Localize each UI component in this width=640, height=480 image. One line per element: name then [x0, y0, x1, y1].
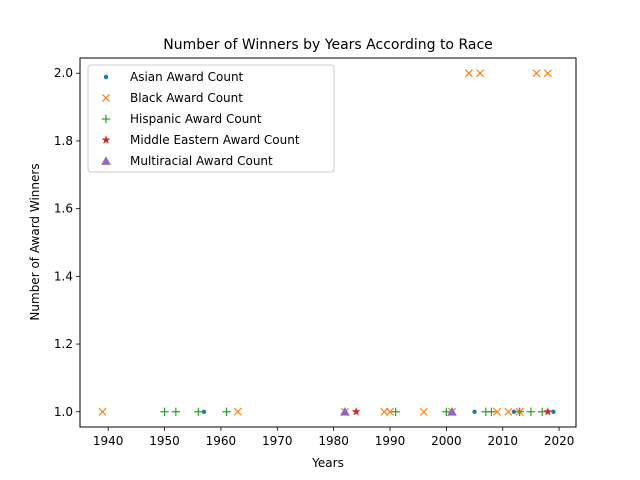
legend: Asian Award Count Black Award Count Hispan…	[87, 64, 335, 173]
y-axis-label: Number of Award Winners	[28, 163, 42, 320]
series-dot	[201, 409, 556, 414]
plot-area	[79, 57, 577, 428]
data-point	[419, 407, 428, 416]
data-point	[504, 407, 513, 416]
x-axis: 1940 1950 1960 1970 1980 1990 2000 2010 2020	[93, 427, 574, 448]
series-plus	[160, 407, 547, 416]
data-point	[201, 409, 207, 414]
data-point	[194, 407, 203, 416]
data-point	[543, 407, 553, 416]
data-point	[487, 407, 496, 416]
data-point	[98, 407, 107, 416]
data-point	[476, 69, 485, 78]
legend-marker	[101, 156, 111, 165]
y-tick-label: 2.0	[54, 66, 73, 80]
y-tick-label: 1.6	[54, 202, 73, 216]
data-point	[551, 409, 556, 414]
data-point	[511, 409, 517, 414]
data-points	[98, 69, 556, 416]
legend-label: Multiracial Award Count	[130, 154, 273, 168]
legend-label: Middle Eastern Award Count	[130, 133, 300, 147]
series-x	[98, 69, 552, 416]
y-tick-label: 1.2	[54, 337, 73, 351]
legend-label: Hispanic Award Count	[130, 112, 262, 126]
y-axis: 1.0 1.2 1.4 1.6 1.8 2.0	[54, 66, 80, 419]
data-point	[391, 407, 400, 416]
data-point	[222, 407, 231, 416]
plot-frame	[79, 57, 577, 428]
legend-marker	[101, 114, 111, 124]
x-tick-label: 2000	[431, 434, 462, 448]
x-tick-label: 1960	[206, 434, 237, 448]
data-point	[515, 407, 524, 416]
legend-label: Black Award Count	[130, 91, 243, 105]
chart-title: Number of Winners by Years According to …	[163, 37, 493, 53]
data-point	[171, 407, 181, 416]
data-point	[526, 407, 536, 416]
legend-marker	[101, 93, 111, 103]
data-point	[160, 407, 169, 416]
legend-label: Asian Award Count	[130, 70, 244, 84]
data-point	[493, 407, 502, 416]
x-tick-label: 1970	[262, 434, 293, 448]
x-tick-label: 2020	[544, 434, 575, 448]
series-star	[351, 407, 553, 416]
data-point	[340, 406, 350, 416]
data-point	[447, 406, 457, 416]
data-point	[537, 407, 547, 416]
data-point	[543, 69, 552, 78]
x-tick-label: 1940	[93, 434, 124, 448]
x-tick-label: 2010	[487, 434, 518, 448]
legend-marker	[103, 74, 109, 80]
x-axis-label: Years	[311, 456, 344, 470]
data-point	[464, 69, 473, 78]
x-tick-label: 1950	[149, 434, 180, 448]
y-tick-label: 1.8	[54, 134, 73, 148]
data-point	[385, 407, 395, 416]
data-point	[532, 69, 541, 78]
legend-marker	[101, 135, 111, 144]
x-tick-label: 1990	[375, 434, 406, 448]
data-point	[442, 407, 451, 416]
y-tick-label: 1.0	[54, 405, 73, 419]
x-tick-label: 1980	[318, 434, 349, 448]
y-tick-label: 1.4	[54, 269, 73, 283]
series-triangle	[340, 406, 457, 416]
data-point	[351, 407, 361, 416]
data-point	[233, 407, 242, 416]
legend-box	[87, 64, 335, 173]
data-point	[472, 409, 477, 414]
